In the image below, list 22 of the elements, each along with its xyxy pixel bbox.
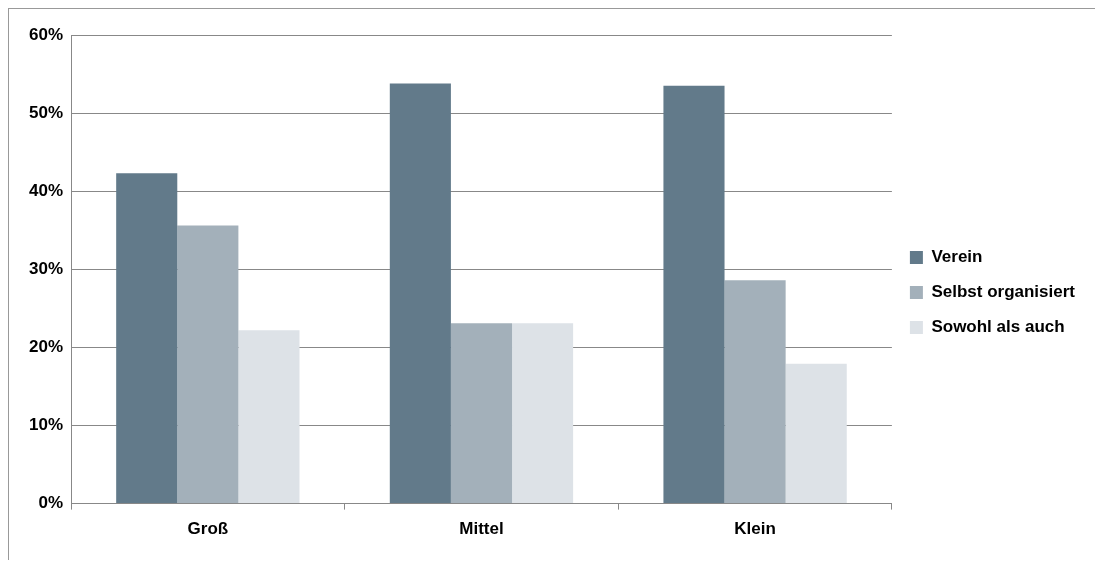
y-tick-label: 40% xyxy=(28,180,64,200)
bar xyxy=(389,83,451,504)
legend-label: Selbst organisiert xyxy=(931,282,1076,302)
y-tick-label: 0% xyxy=(38,493,64,513)
bar xyxy=(238,330,300,504)
x-tick-label: Groß xyxy=(187,519,229,539)
x-tick-label: Klein xyxy=(734,519,776,539)
bar xyxy=(450,323,513,504)
legend-label: Sowohl als auch xyxy=(931,317,1065,337)
y-tick-label: 20% xyxy=(28,337,64,357)
x-tick-label: Mittel xyxy=(459,519,504,539)
legend-label: Verein xyxy=(931,247,983,267)
bar xyxy=(116,173,178,504)
bar xyxy=(177,225,239,504)
y-tick-label: 60% xyxy=(28,24,64,44)
bar xyxy=(785,363,847,504)
bar xyxy=(724,280,786,504)
y-tick-label: 10% xyxy=(28,415,64,435)
bar xyxy=(663,85,725,504)
bar xyxy=(512,323,574,504)
y-tick-label: 50% xyxy=(28,102,64,122)
y-tick-label: 30% xyxy=(28,258,64,278)
